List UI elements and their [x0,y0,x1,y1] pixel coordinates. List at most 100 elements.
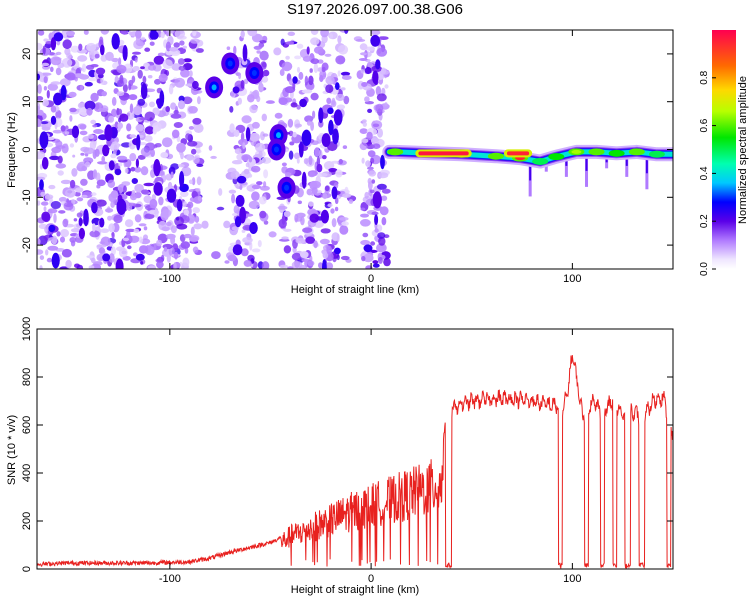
noise-blob [111,232,115,237]
x-tick-label: 0 [368,273,374,285]
noise-blob [312,110,316,119]
noise-blob [168,246,175,257]
noise-streak [299,98,307,108]
colorbar-tick-label: 0.8 [699,70,710,84]
noise-blob [381,195,388,201]
noise-streak [111,33,120,50]
noise-streak [166,188,177,203]
noise-streak [78,227,85,240]
y-tick-label: 1000 [21,317,33,341]
noise-blob [372,143,381,149]
noise-blob [70,228,81,233]
noise-blob [137,98,146,106]
noise-blob [316,156,321,166]
noise-blob [110,190,119,199]
noise-blob [142,75,147,84]
noise-streak [333,109,343,126]
noise-streak [179,171,185,188]
noise-blob [108,253,115,263]
noise-streak [153,182,163,196]
noise-blob [123,185,127,193]
signal-segment-core [506,151,530,156]
noise-blob [278,97,288,105]
colorbar-tick-label: 0.6 [699,118,710,132]
noise-blob [138,236,143,244]
figure-title: S197.2026.097.00.38.G06 [287,1,463,18]
noise-blob [81,194,88,199]
noise-blob [139,117,148,121]
noise-blob [251,184,261,190]
noise-streak [176,199,183,212]
noise-blob [186,154,194,161]
noise-blob [335,169,343,178]
noise-streak [335,82,340,90]
y-tick-label: 600 [21,416,33,434]
y-tick-label: 400 [21,464,33,482]
noise-blob [251,33,263,43]
noise-blob [88,265,95,269]
noise-blob [364,96,370,103]
noise-blob [129,134,137,138]
noise-blob [223,220,231,229]
noise-blob [114,121,119,130]
noise-blob [366,131,373,141]
noise-blob [119,247,128,258]
noise-blob [134,166,142,173]
noise-blob [100,30,110,35]
noise-blob [129,103,134,113]
noise-blob [134,183,144,193]
noise-blob [309,68,313,73]
noise-blob [188,179,194,185]
noise-blob [57,170,64,176]
noise-blob [191,177,196,186]
noise-blob [187,214,196,224]
noise-blob [378,236,386,246]
noise-blob [371,211,379,216]
noise-blob [101,155,105,163]
noise-blob [178,95,185,103]
noise-streak [332,128,339,145]
noise-blob [258,150,263,158]
noise-blob [107,179,116,188]
noise-blob [81,165,88,172]
noise-blob [60,236,65,243]
noise-blob [127,245,132,250]
noise-streak [322,259,327,269]
noise-blob [196,176,202,186]
noise-blob [179,40,185,46]
noise-blob [367,177,372,185]
noise-blob [76,264,84,269]
noise-blob [121,30,128,35]
spectral-line [382,144,673,197]
noise-blob [251,121,260,129]
noise-blob [313,46,324,54]
noise-blob [180,241,191,249]
noise-blob [43,206,47,212]
y-tick-label: 0 [21,566,33,572]
noise-blob [334,206,339,212]
noise-streak [234,216,242,228]
signal-tail-core [625,154,628,166]
noise-blob [37,109,44,116]
noise-blob [41,211,51,222]
noise-blob [170,225,177,234]
noise-blob [262,133,269,137]
noise-blob [197,195,202,202]
noise-blob [76,197,84,202]
noise-blob [124,168,129,174]
noise-blob [90,92,99,102]
noise-blob [340,71,351,76]
noise-blob [45,41,53,45]
noise-blob [231,193,236,204]
noise-blob [342,145,348,150]
noise-blob [47,208,58,214]
noise-blob [260,131,265,141]
noise-blob [361,82,368,87]
noise-blob [141,189,149,195]
noise-blob [189,70,193,78]
noise-blob [65,188,76,198]
noise-blob [297,200,302,205]
noise-streak [333,247,341,255]
noise-blob [231,160,243,165]
